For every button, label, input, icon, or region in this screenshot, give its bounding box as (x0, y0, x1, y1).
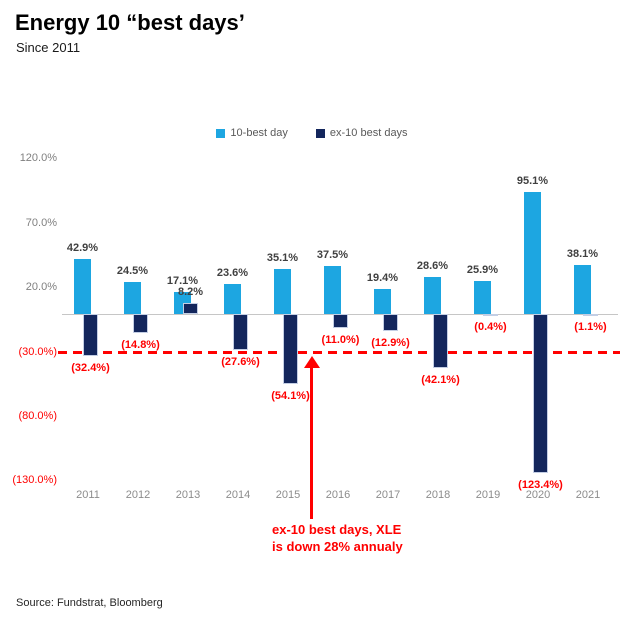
value-label-positive: 17.1% (166, 275, 199, 287)
bar-ex-10-best-days (133, 314, 148, 334)
value-label-positive: 28.6% (416, 260, 449, 273)
legend-swatch-light-blue-icon (216, 128, 226, 138)
bar-ex-10-best-days (233, 314, 248, 350)
legend-item-ex-10-best-days: ex-10 best days (315, 127, 408, 139)
x-axis-year-label: 2013 (175, 489, 201, 501)
value-label-positive: 42.9% (66, 241, 99, 254)
bar-10-best-day (374, 289, 391, 314)
bar-10-best-day (224, 283, 241, 314)
page-subtitle: Since 2011 (16, 40, 81, 55)
value-label-negative: (123.4%) (518, 478, 563, 491)
x-axis-year-label: 2021 (575, 489, 601, 501)
value-label-positive: 38.1% (566, 247, 599, 260)
legend-label: ex-10 best days (329, 127, 408, 139)
bar-ex-10-best-days (433, 314, 448, 369)
value-label-negative: (11.0%) (321, 334, 360, 347)
x-axis-year-label: 2019 (475, 489, 501, 501)
value-label-positive: 19.4% (366, 272, 399, 284)
y-axis-tick-label: 120.0% (19, 152, 57, 165)
annotation-line-2: is down 28% annualy (272, 539, 403, 554)
bar-ex-10-best-days (583, 314, 598, 316)
value-label-positive: 23.6% (216, 266, 249, 279)
bar-10-best-day (474, 280, 491, 314)
value-label-positive: 25.9% (466, 263, 499, 276)
annotation-line-1: ex-10 best days, XLE (272, 522, 402, 537)
bar-ex-10-best-days (183, 303, 198, 314)
chart-legend: 10-best day ex-10 best days (0, 127, 624, 139)
bar-ex-10-best-days (83, 314, 98, 356)
reference-dashed-line (58, 351, 620, 355)
value-label-negative: (27.6%) (221, 355, 260, 368)
source-note: Source: Fundstrat, Bloomberg (16, 597, 163, 609)
annotation-text: ex-10 best days, XLE is down 28% annualy (272, 521, 403, 555)
value-label-negative: (54.1%) (271, 389, 310, 402)
bar-ex-10-best-days (483, 314, 498, 316)
value-label-positive: 37.5% (316, 248, 349, 261)
bar-ex-10-best-days (283, 314, 298, 384)
x-axis-year-label: 2020 (525, 489, 551, 501)
bar-10-best-day (324, 265, 341, 314)
page-title: Energy 10 “best days’ (15, 10, 245, 35)
x-axis-year-label: 2011 (76, 489, 100, 501)
bar-10-best-day (274, 268, 291, 314)
value-label-positive: 95.1% (516, 174, 549, 187)
value-label-negative: (12.9%) (371, 336, 410, 349)
bar-10-best-day (74, 258, 91, 314)
x-axis-year-label: 2015 (275, 489, 301, 501)
value-label-negative: (0.4%) (474, 320, 507, 333)
legend-item-10-best-day: 10-best day (216, 127, 288, 139)
y-axis-tick-label: (80.0%) (18, 410, 57, 422)
arrow-up-icon (304, 356, 320, 368)
value-label-negative: (32.4%) (71, 361, 110, 374)
legend-label: 10-best day (230, 127, 288, 139)
bar-10-best-day (124, 282, 141, 314)
value-label-positive: 8.2% (177, 286, 204, 299)
value-label-negative: (1.1%) (574, 321, 607, 334)
bar-10-best-day (424, 277, 441, 314)
value-label-positive: 35.1% (266, 251, 299, 264)
annotation-arrow (310, 366, 313, 519)
y-axis-tick-label: (130.0%) (12, 474, 57, 487)
bar-10-best-day (574, 264, 591, 314)
y-axis-tick-label: 70.0% (25, 216, 57, 229)
x-axis-year-label: 2017 (375, 489, 401, 501)
bar-ex-10-best-days (333, 314, 348, 329)
bar-ex-10-best-days (533, 314, 548, 473)
bar-ex-10-best-days (383, 314, 398, 331)
x-axis-year-label: 2014 (225, 489, 251, 501)
value-label-positive: 24.5% (116, 265, 149, 278)
legend-swatch-dark-navy-icon (315, 128, 325, 138)
y-axis-tick-label: (30.0%) (18, 345, 57, 358)
bar-10-best-day (524, 191, 541, 314)
value-label-negative: (14.8%) (121, 339, 160, 352)
x-axis-year-label: 2012 (125, 489, 151, 501)
x-axis-year-label: 2016 (325, 489, 351, 501)
y-axis-tick-label: 20.0% (25, 281, 57, 294)
value-label-negative: (42.1%) (421, 374, 460, 387)
x-axis-year-label: 2018 (425, 489, 451, 501)
